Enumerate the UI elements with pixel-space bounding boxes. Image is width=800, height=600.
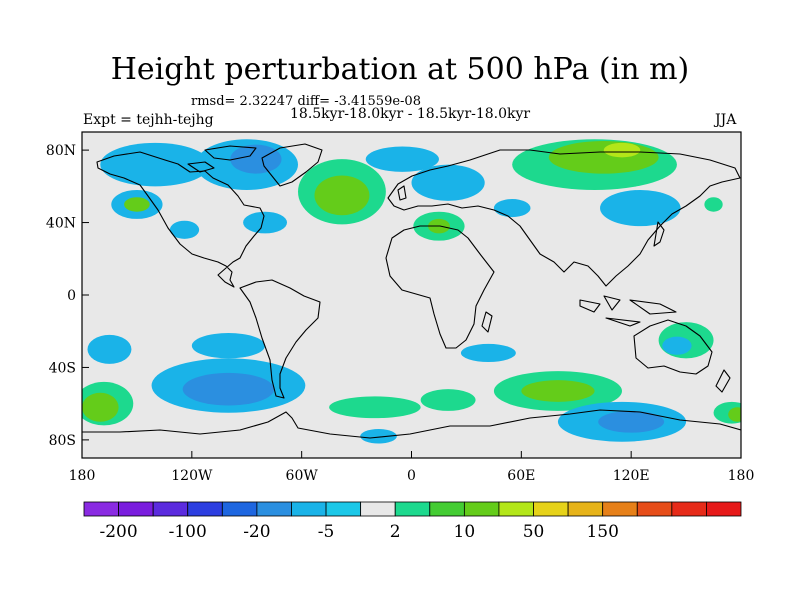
coastline-new-zealand <box>715 369 731 393</box>
colorbar-label: -200 <box>99 522 137 542</box>
anomaly-region-0 <box>100 142 211 187</box>
anomaly-contours <box>82 139 741 444</box>
lat-tick-label: 80S <box>49 433 76 449</box>
lat-tick-label: 80N <box>46 143 76 159</box>
colorbar-swatch <box>83 501 119 517</box>
lon-tick-label: 120W <box>171 468 213 484</box>
colorbar-swatch <box>429 501 465 517</box>
anomaly-region-32 <box>598 410 665 433</box>
plot-subtitle: 18.5kyr-18.0kyr - 18.5kyr-18.0kyr <box>290 106 531 122</box>
anomaly-region-19 <box>87 334 132 364</box>
colorbar-label: -20 <box>243 522 270 542</box>
anomaly-region-23 <box>182 372 275 406</box>
anomaly-region-25 <box>360 429 397 444</box>
colorbar-swatch <box>325 501 362 517</box>
anomaly-region-4 <box>124 197 150 212</box>
anomaly-region-8 <box>314 175 370 216</box>
season-label: JJA <box>715 112 737 128</box>
colorbar-swatch <box>636 501 673 517</box>
anomaly-region-10 <box>411 164 485 201</box>
lat-tick-label: 40S <box>49 360 76 376</box>
coastline-madagascar <box>481 311 493 333</box>
colorbar-label: 2 <box>390 522 401 542</box>
anomaly-region-17 <box>600 189 681 227</box>
coastline-arctic-islands <box>187 145 257 173</box>
experiment-label: Expt = tejhh-tejhg <box>83 112 214 128</box>
coastline-antarctica <box>82 409 741 439</box>
anomaly-region-24 <box>191 333 266 359</box>
longitude-axis: 180 120W 60W 0 60E 120E 180 <box>69 451 755 484</box>
colorbar-swatch <box>291 501 327 517</box>
lon-tick-label: 180 <box>728 468 755 484</box>
anomaly-region-18 <box>704 197 723 212</box>
colorbar-swatch <box>360 501 396 517</box>
lon-tick-label: 60E <box>507 468 535 484</box>
coastline-south-america <box>239 279 321 399</box>
anomaly-region-27 <box>420 389 476 411</box>
anomaly-region-2 <box>230 144 282 174</box>
colorbar-swatch <box>706 501 742 517</box>
lon-tick-label: 180 <box>69 468 96 484</box>
anomaly-region-6 <box>243 211 288 234</box>
colorbar-swatch <box>187 501 223 517</box>
colorbar-swatch <box>256 501 292 517</box>
anomaly-region-21 <box>82 392 119 422</box>
anomaly-region-34 <box>662 336 692 355</box>
colorbar-swatch <box>498 501 534 517</box>
colorbar-label: 10 <box>454 522 476 542</box>
lon-tick-label: 120E <box>613 468 650 484</box>
anomaly-region-15 <box>548 141 659 174</box>
anomaly-region-13 <box>493 199 531 218</box>
anomaly-region-28 <box>460 343 516 363</box>
colorbar-label: -100 <box>169 522 207 542</box>
colorbar-swatch <box>567 501 604 517</box>
colorbar-swatch <box>533 501 569 517</box>
anomaly-region-5 <box>169 220 200 239</box>
coastline-australia <box>633 319 713 375</box>
stats-label: rmsd= 2.32247 diff= -3.41559e-08 <box>191 94 421 109</box>
anomaly-region-9 <box>365 146 439 172</box>
coastline-eurasia <box>387 149 741 287</box>
plot-title: Height perturbation at 500 hPa (in m) <box>110 52 690 87</box>
colorbar-swatch <box>152 501 189 517</box>
colorbar: -200 -100 -20 -5 2 10 50 150 <box>83 501 742 542</box>
colorbar-swatch <box>463 501 500 517</box>
anomaly-region-16 <box>603 142 641 158</box>
latitude-axis: 80N 40N 0 40S 80S <box>46 143 89 449</box>
anomaly-region-30 <box>521 380 595 402</box>
colorbar-label: 50 <box>523 522 545 542</box>
colorbar-label: 150 <box>586 522 618 542</box>
lon-tick-label: 0 <box>407 468 416 484</box>
colorbar-swatch <box>602 501 638 517</box>
lon-tick-label: 60W <box>286 468 319 484</box>
colorbar-swatch <box>118 501 154 517</box>
coastline-maritime-continent <box>579 295 677 327</box>
colorbar-swatch <box>671 501 707 517</box>
lat-tick-label: 0 <box>67 288 76 304</box>
colorbar-label: -5 <box>318 522 335 542</box>
anomaly-region-36 <box>728 407 741 422</box>
colorbar-swatch <box>221 501 258 517</box>
coastlines <box>82 143 741 439</box>
coastline-british-isles <box>397 185 407 201</box>
coastline-africa <box>385 225 495 349</box>
colorbar-swatch <box>394 501 431 517</box>
coastline-greenland <box>261 143 323 187</box>
anomaly-region-26 <box>329 396 421 419</box>
lat-tick-label: 40N <box>46 216 76 232</box>
coastline-japan <box>653 221 665 247</box>
